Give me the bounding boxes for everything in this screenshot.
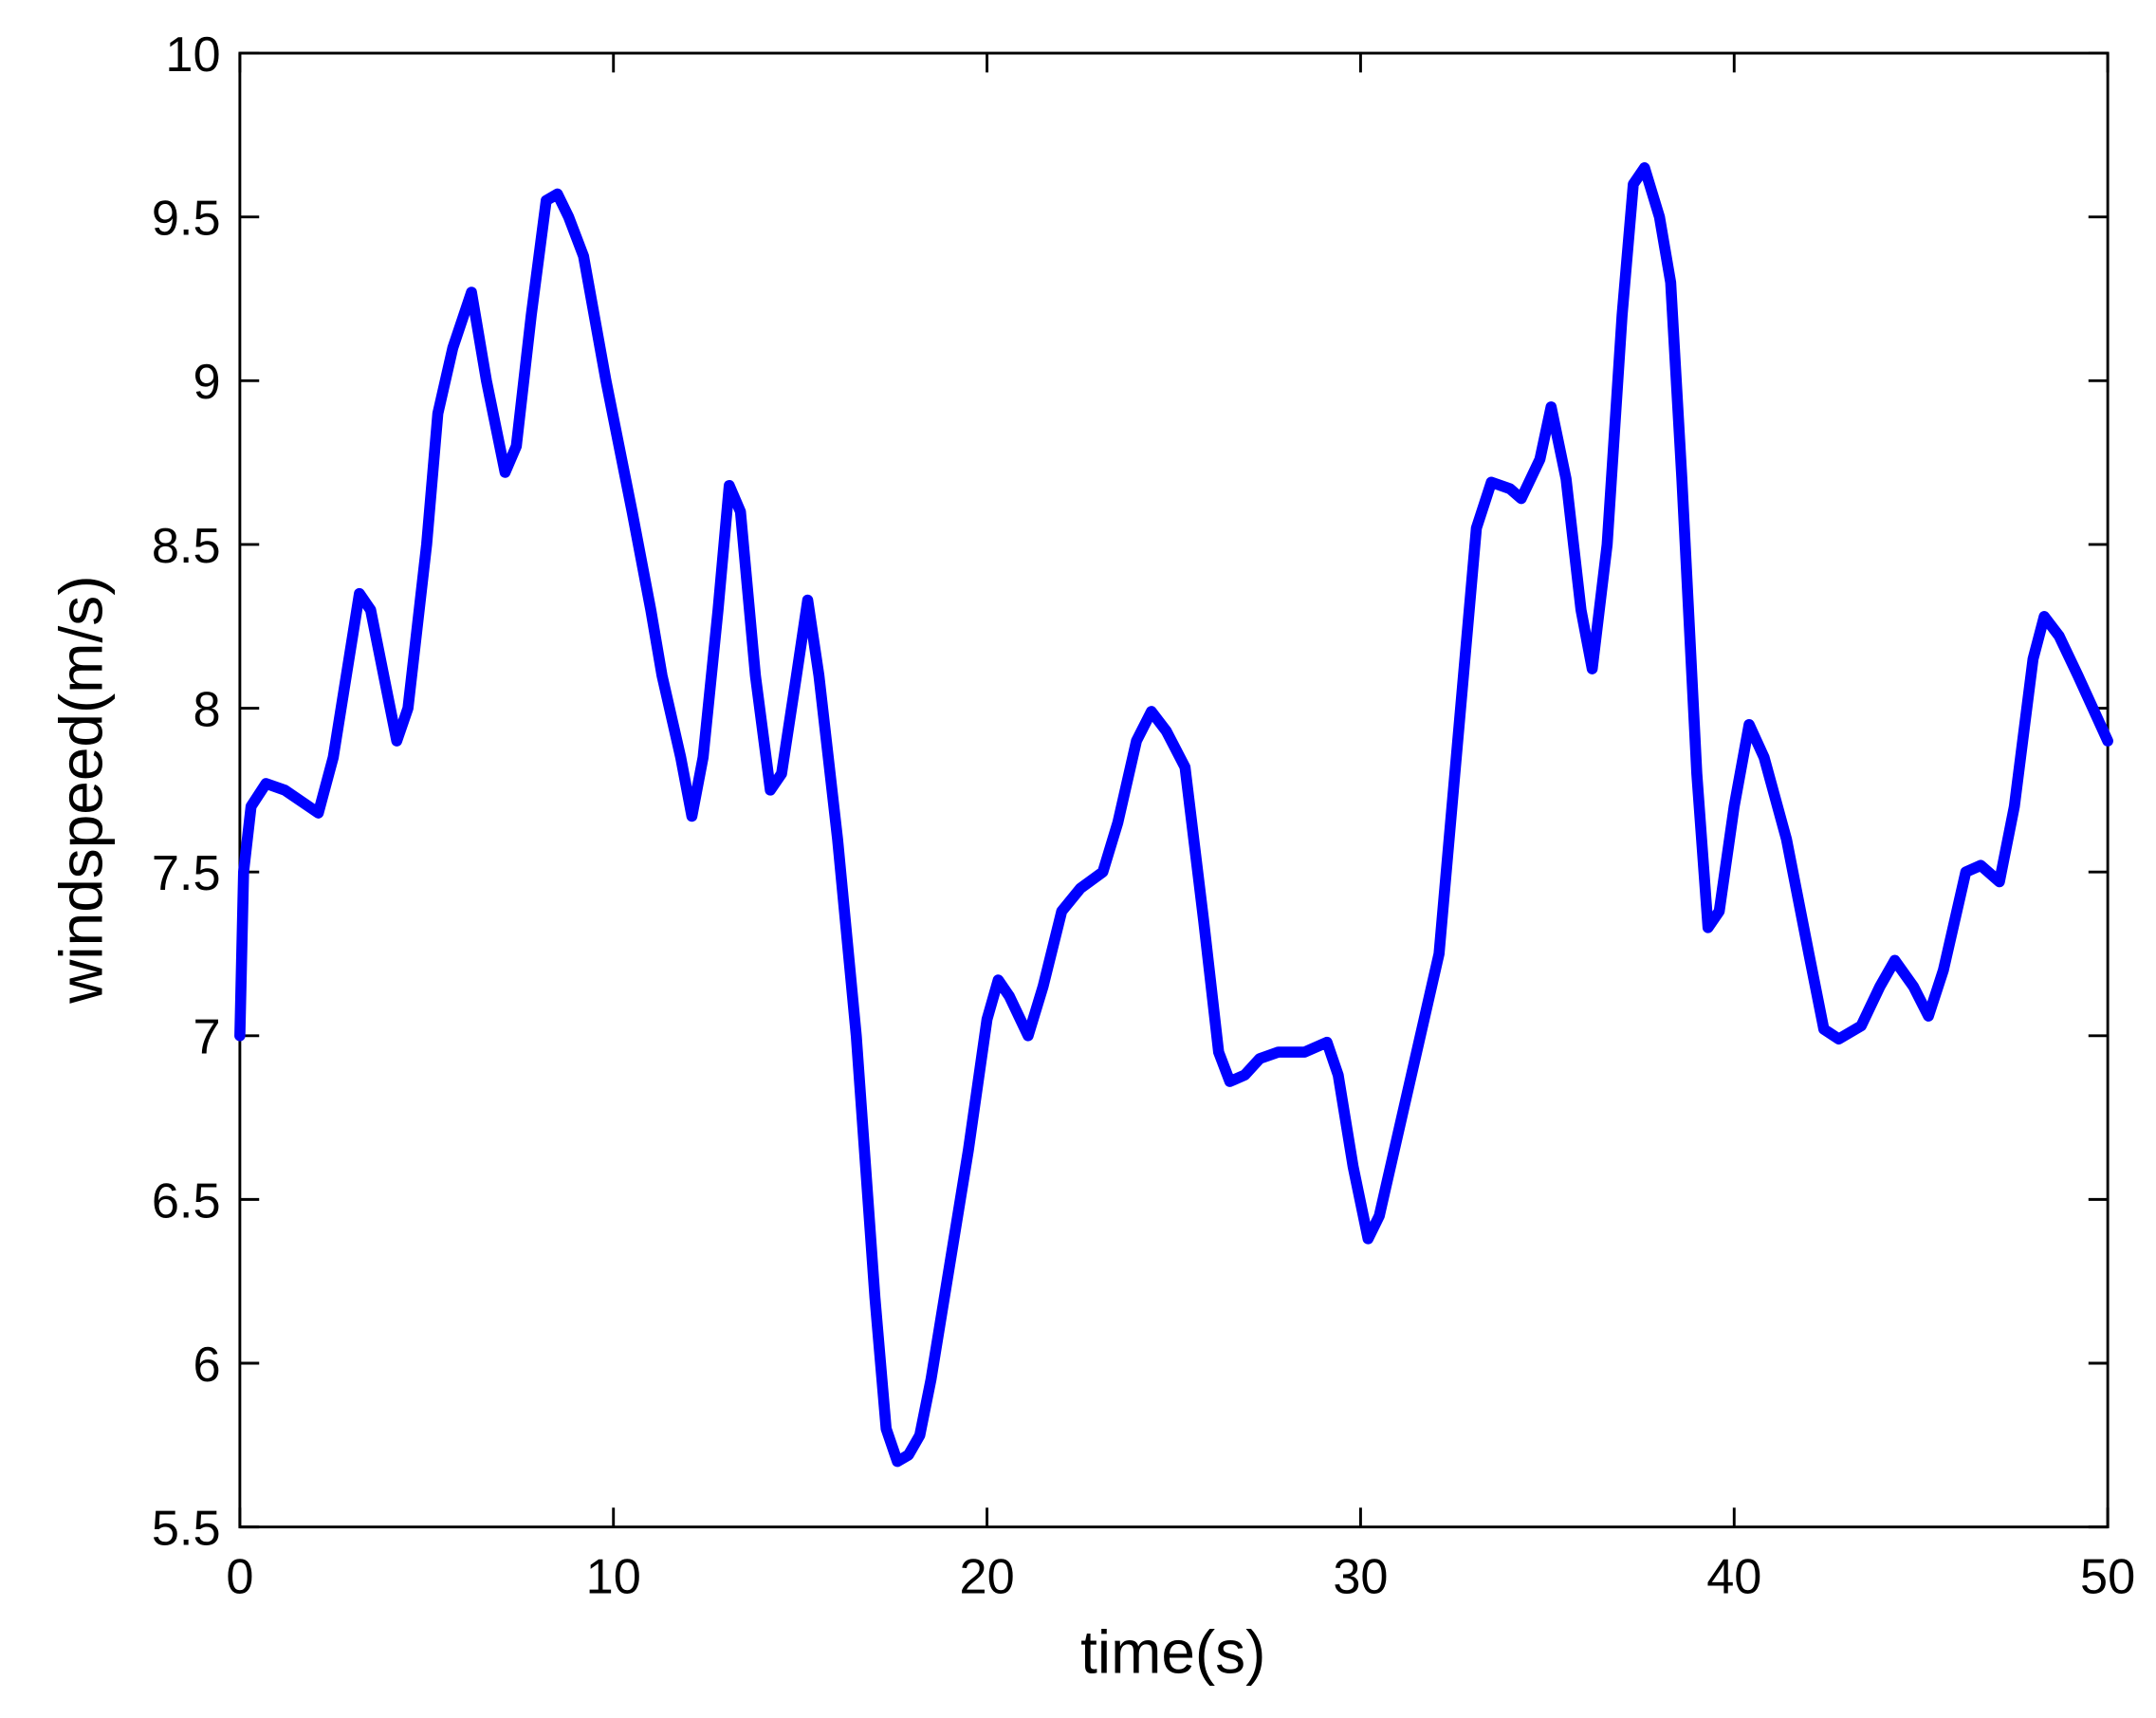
- y-tick-label: 8: [193, 682, 220, 737]
- y-tick-label: 9.5: [152, 192, 221, 247]
- x-tick-label: 20: [959, 1549, 1014, 1604]
- y-tick-label: 7.5: [152, 846, 221, 901]
- plot-frame: [238, 51, 2110, 1529]
- y-tick-label: 6.5: [152, 1173, 221, 1228]
- line-series: [234, 162, 2113, 1468]
- y-tick-label: 5.5: [152, 1502, 221, 1557]
- x-tick-label: 40: [1706, 1549, 1761, 1604]
- y-tick-label: 8.5: [152, 519, 221, 574]
- y-tick-label: 10: [165, 28, 220, 83]
- x-axis-label: time(s): [1080, 1618, 1265, 1687]
- x-tick-label: 50: [2080, 1549, 2135, 1604]
- x-tick-label: 0: [226, 1549, 253, 1604]
- y-tick-label: 9: [193, 355, 220, 410]
- x-tick-label: 30: [1333, 1549, 1388, 1604]
- y-tick-label: 6: [193, 1338, 220, 1393]
- y-tick-label: 7: [193, 1010, 220, 1065]
- x-tick-label: 10: [586, 1549, 641, 1604]
- y-axis-label: windspeed(m/s): [47, 575, 116, 1004]
